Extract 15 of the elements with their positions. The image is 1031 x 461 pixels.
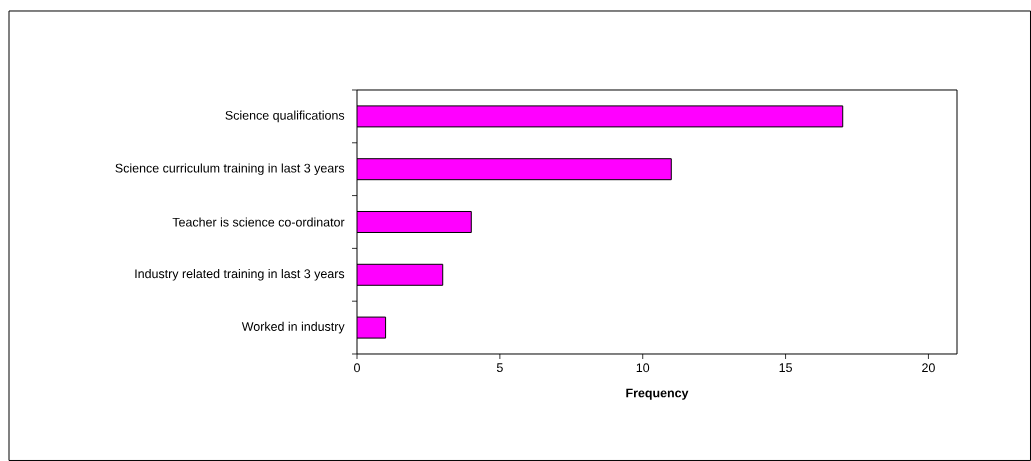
x-tick-label: 10 xyxy=(636,363,650,373)
x-tick-label: 15 xyxy=(779,363,792,373)
y-tick-label: Industry related training in last 3 years xyxy=(135,268,345,281)
x-tick-label: 0 xyxy=(354,363,360,373)
bar xyxy=(357,210,472,233)
bar xyxy=(357,263,444,286)
x-tick-label: 5 xyxy=(496,363,503,373)
bar xyxy=(357,105,844,128)
y-tick-label: Worked in industry xyxy=(241,321,345,334)
y-tick-label: Science curriculum training in last 3 years xyxy=(115,163,345,175)
y-tick-label: Teacher is science co-ordinator xyxy=(172,217,345,227)
x-axis-title: Frequency xyxy=(626,388,689,400)
x-tick-label: 20 xyxy=(922,363,935,373)
bar xyxy=(357,158,672,181)
y-tick-label: Science qualifications xyxy=(225,110,345,123)
